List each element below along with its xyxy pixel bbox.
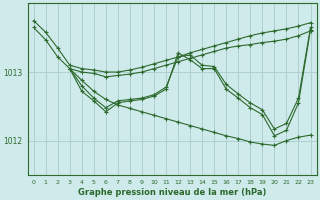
X-axis label: Graphe pression niveau de la mer (hPa): Graphe pression niveau de la mer (hPa) bbox=[78, 188, 266, 197]
